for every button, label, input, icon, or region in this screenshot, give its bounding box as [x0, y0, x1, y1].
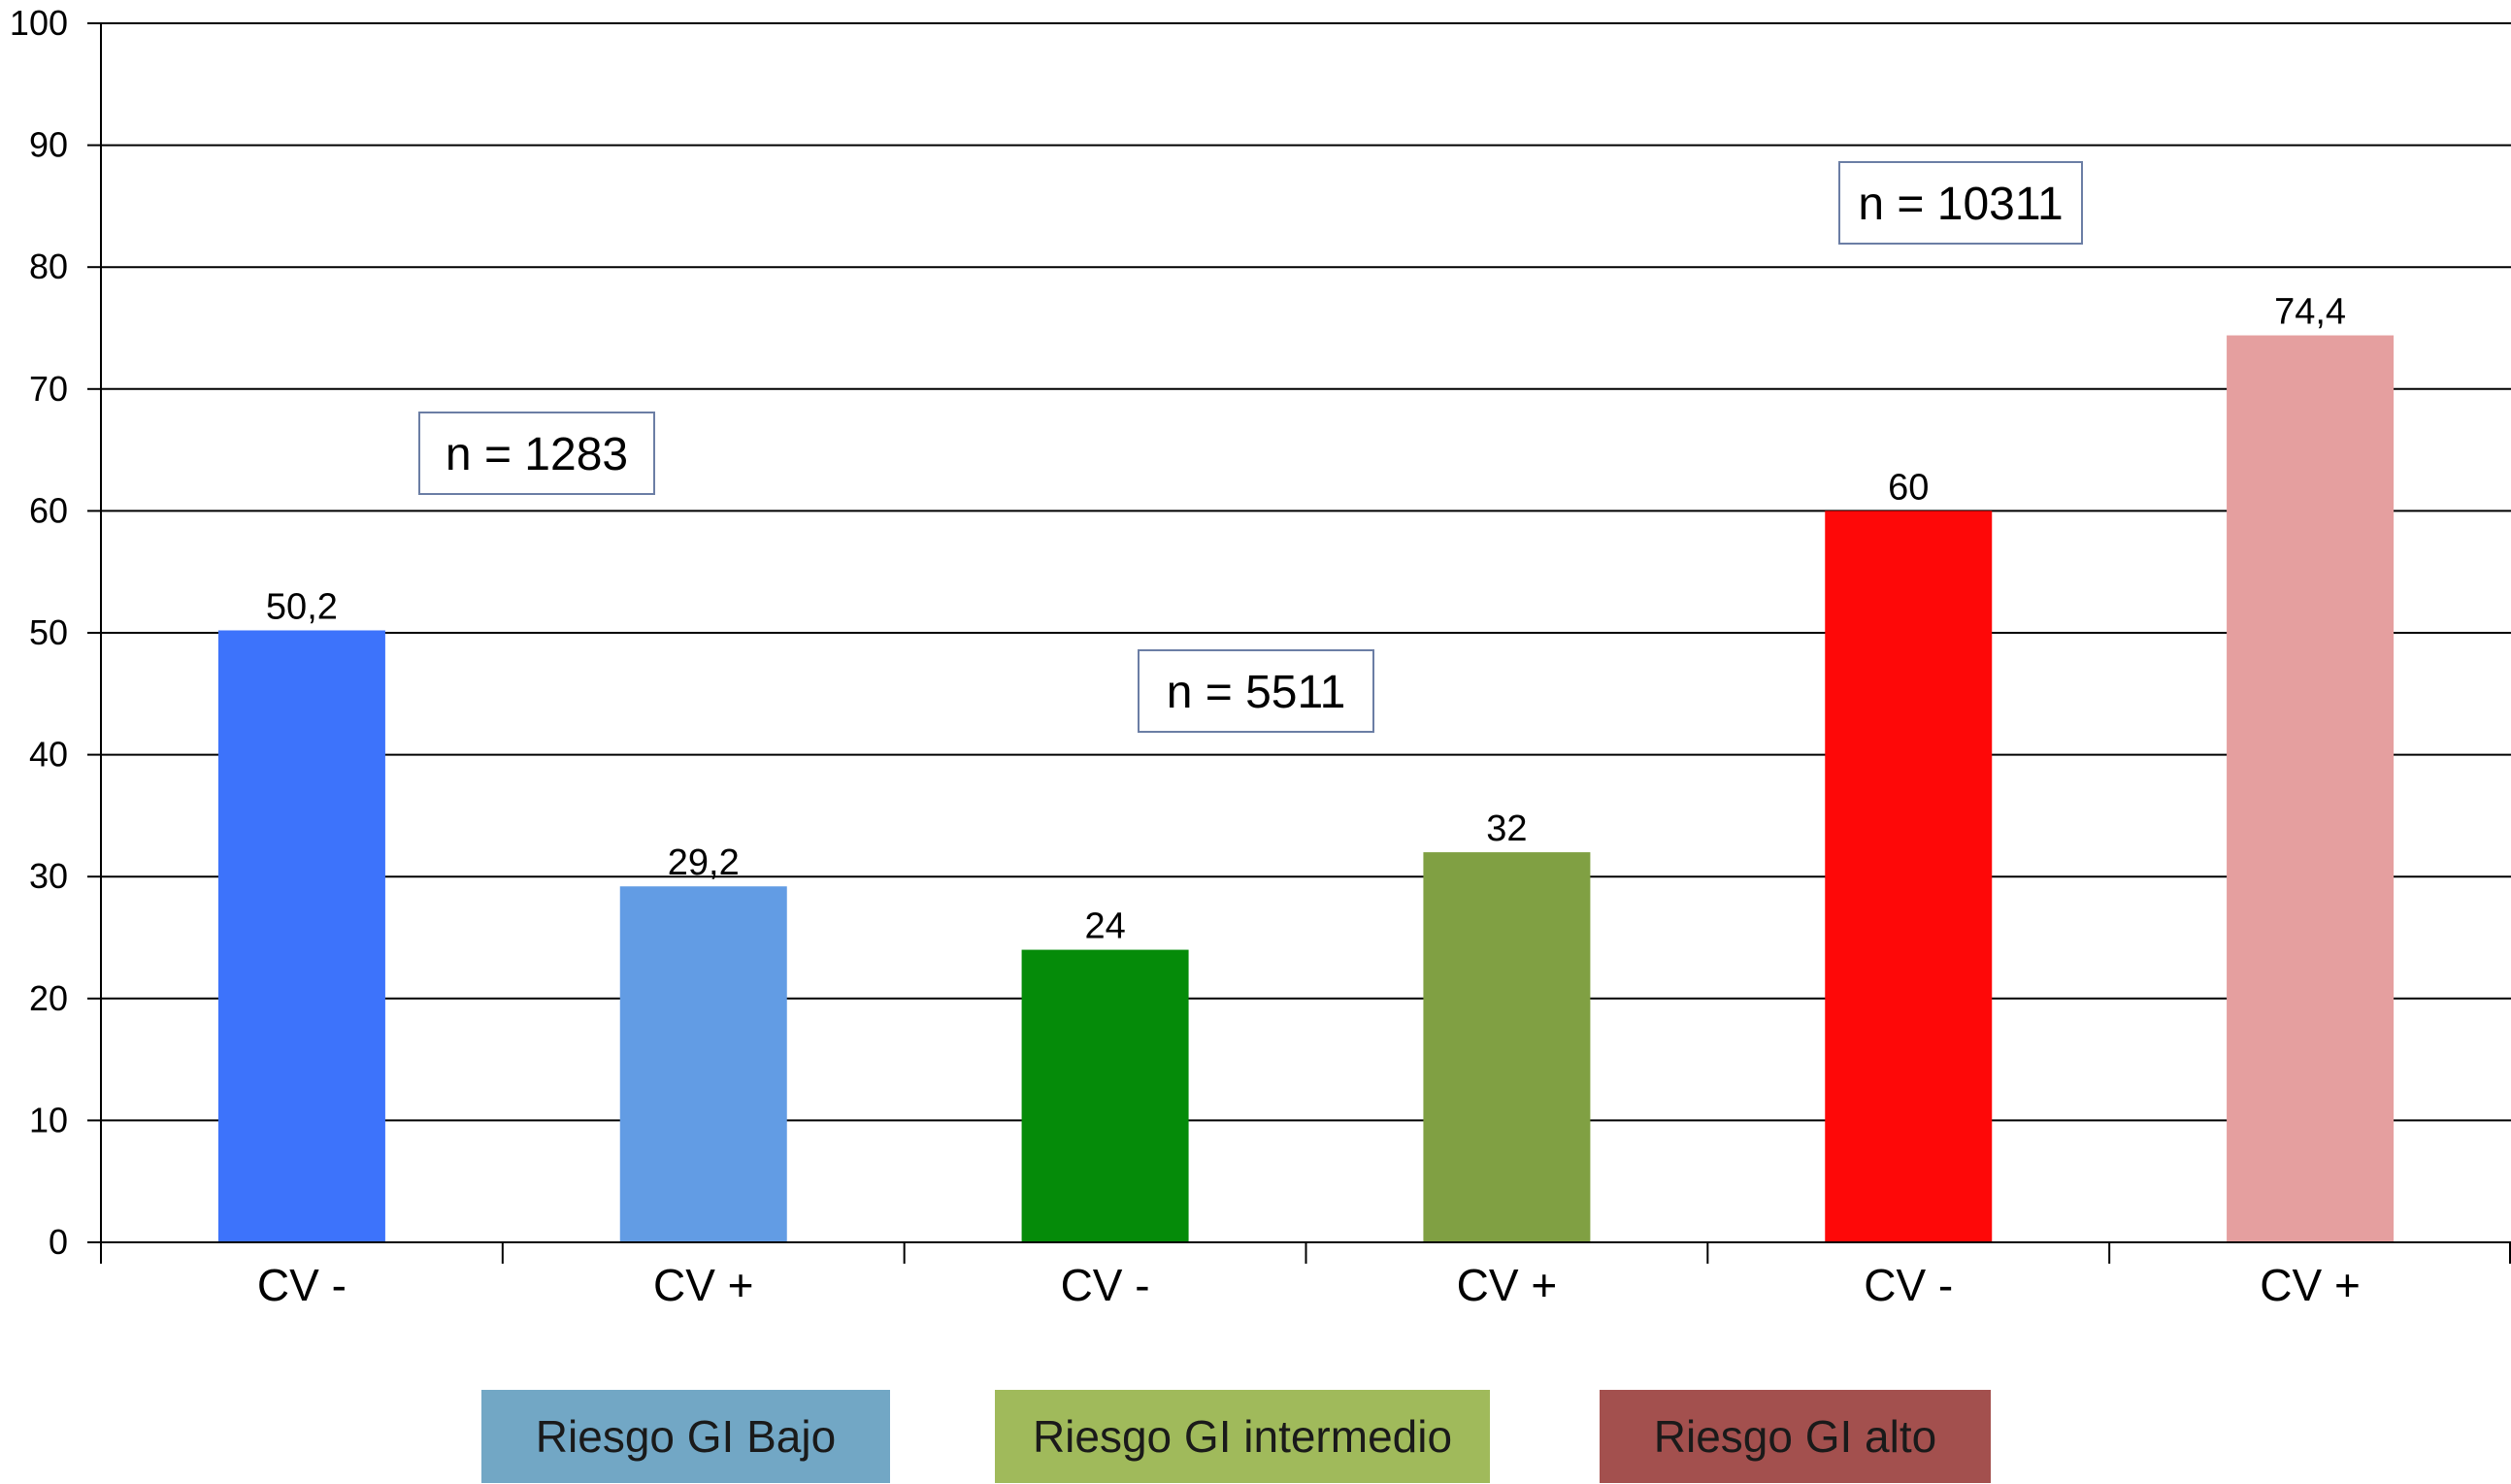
value-labels: CV - 50,2 CV + 29,2 CV - 24 CV + 32 CV - 60 CV + 74…: [257, 292, 2361, 1310]
value-label-3: 32: [1486, 808, 1527, 849]
legend-label-1: Riesgo GI intermedio: [1033, 1411, 1452, 1462]
category-label-5: CV +: [2260, 1260, 2361, 1310]
bar-4: [1825, 511, 1993, 1242]
y-tick-label-50: 50: [29, 612, 68, 652]
bar-1: [619, 886, 787, 1242]
bar-3: [1423, 852, 1591, 1242]
legend-swatch-0: [481, 1390, 890, 1483]
category-label-3: CV +: [1457, 1260, 1558, 1310]
legend-item-2: Riesgo GI alto: [1600, 1390, 1991, 1483]
y-tick-label-90: 90: [29, 125, 68, 165]
gridlines: [101, 22, 2511, 1122]
n-annotation-text-1: n = 5511: [1167, 667, 1346, 718]
y-tick-label-20: 20: [29, 978, 68, 1018]
n-annotation-box-2: [1838, 161, 2083, 245]
category-label-2: CV -: [1061, 1260, 1150, 1310]
sample-size-annotations: n = 1283 n = 5511 n = 10311: [418, 161, 2083, 733]
bar-2: [1021, 949, 1189, 1242]
n-annotation-text-0: n = 1283: [446, 429, 628, 480]
value-label-5: 74,4: [2274, 292, 2346, 333]
legend-swatch-2: [1600, 1390, 1991, 1483]
n-annotation-2: n = 10311: [1838, 161, 2083, 245]
y-tick-label-30: 30: [29, 856, 68, 896]
category-label-1: CV +: [653, 1260, 754, 1310]
bar-0: [217, 630, 385, 1242]
n-annotation-box-1: [1138, 649, 1374, 733]
value-label-2: 24: [1084, 907, 1125, 947]
y-tick-label-60: 60: [29, 490, 68, 530]
n-annotation-box-0: [418, 412, 655, 495]
value-label-0: 50,2: [266, 586, 338, 627]
legend-label-0: Riesgo GI Bajo: [536, 1411, 836, 1462]
y-tick-label-0: 0: [49, 1222, 68, 1262]
bars: [217, 335, 2395, 1242]
y-axis-ticks: 0 10 20 30 40 50 60 70 80 90 100: [10, 3, 101, 1262]
category-label-4: CV -: [1864, 1260, 1953, 1310]
y-tick-label-10: 10: [29, 1100, 68, 1139]
legend-swatch-1: [995, 1390, 1490, 1483]
x-axis-ticks: [100, 1242, 2511, 1264]
legend-label-2: Riesgo GI alto: [1654, 1411, 1936, 1462]
value-label-1: 29,2: [668, 842, 740, 883]
y-tick-label-100: 100: [10, 3, 68, 43]
y-tick-label-70: 70: [29, 369, 68, 409]
n-annotation-text-2: n = 10311: [1858, 179, 2063, 230]
value-label-4: 60: [1888, 467, 1929, 508]
legend-item-0: Riesgo GI Bajo: [481, 1390, 890, 1483]
n-annotation-1: n = 5511: [1138, 649, 1374, 733]
legend: Riesgo GI Bajo Riesgo GI intermedio Riesgo…: [481, 1390, 1991, 1483]
y-tick-label-80: 80: [29, 247, 68, 286]
axes: [100, 23, 2511, 1264]
category-label-0: CV -: [257, 1260, 347, 1310]
bar-5: [2227, 335, 2395, 1242]
legend-item-1: Riesgo GI intermedio: [995, 1390, 1490, 1483]
n-annotation-0: n = 1283: [418, 412, 655, 495]
y-tick-label-40: 40: [29, 735, 68, 775]
